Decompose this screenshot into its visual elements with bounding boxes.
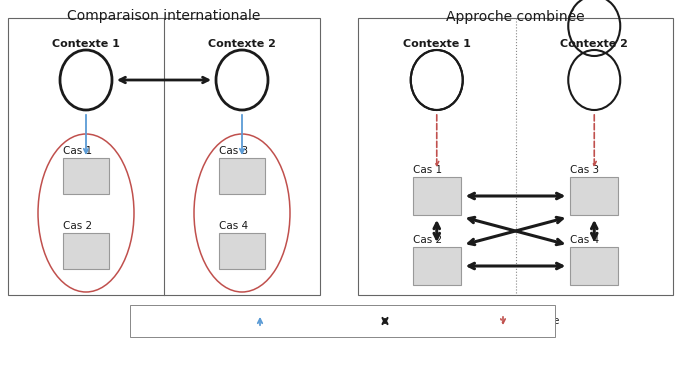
Bar <box>130 305 555 337</box>
Bar <box>219 233 265 269</box>
Text: : synthèse: : synthèse <box>172 316 223 326</box>
Text: Cas 1: Cas 1 <box>63 146 92 156</box>
Text: Cas 3: Cas 3 <box>219 146 248 156</box>
Bar <box>219 158 265 194</box>
Text: : représentent: : représentent <box>265 316 334 326</box>
Text: Contexte 2: Contexte 2 <box>560 39 628 49</box>
Bar <box>358 18 673 295</box>
Bar <box>63 233 109 269</box>
Text: Cas 2: Cas 2 <box>63 221 92 231</box>
Text: Contexte 1: Contexte 1 <box>52 39 120 49</box>
Text: : influence: : influence <box>508 316 559 326</box>
Bar <box>8 18 320 295</box>
Bar <box>413 177 461 215</box>
Text: Cas 4: Cas 4 <box>570 235 599 245</box>
Text: Contexte 1: Contexte 1 <box>403 39 471 49</box>
Text: Cas 3: Cas 3 <box>570 165 599 175</box>
Text: Cas 4: Cas 4 <box>219 221 248 231</box>
Bar <box>63 158 109 194</box>
Bar <box>570 247 618 285</box>
Text: Contexte 2: Contexte 2 <box>208 39 276 49</box>
Text: Comparaison internationale: Comparaison internationale <box>67 9 261 23</box>
Bar <box>570 177 618 215</box>
Text: Approche combinée: Approche combinée <box>446 9 585 24</box>
Text: Cas 1: Cas 1 <box>413 165 442 175</box>
Text: Cas 2: Cas 2 <box>413 235 442 245</box>
Bar <box>413 247 461 285</box>
Text: : comparaison: : comparaison <box>390 316 460 326</box>
